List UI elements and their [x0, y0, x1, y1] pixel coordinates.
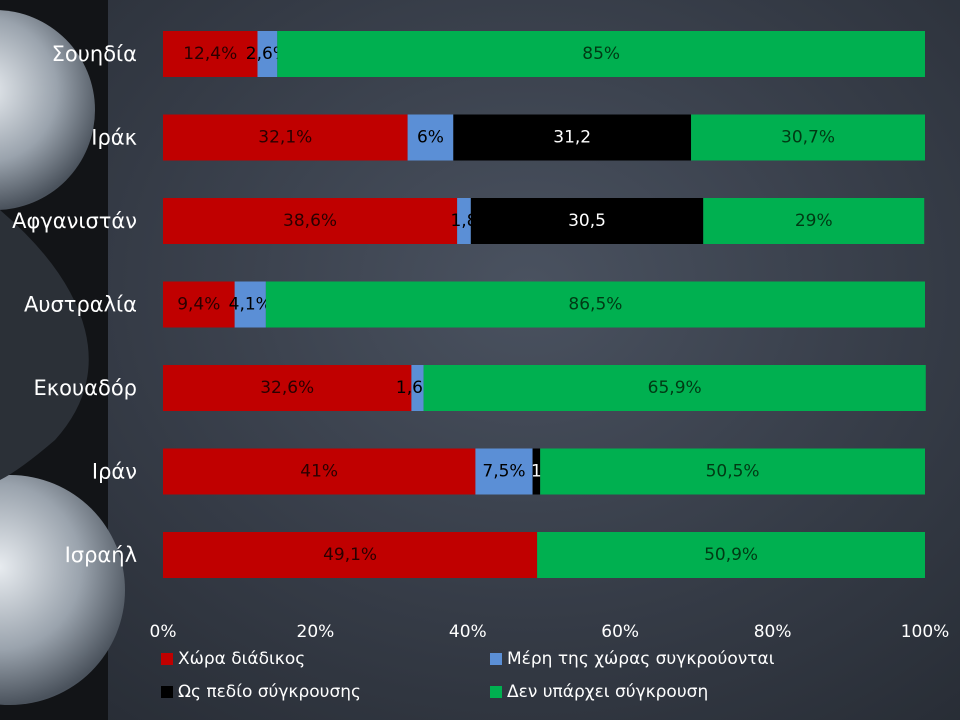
- bar-segment: [470, 198, 704, 244]
- bar-segment: [163, 114, 408, 161]
- bar-segment: [163, 365, 412, 411]
- legend-swatch: [161, 653, 173, 665]
- bar-segment: [163, 281, 235, 328]
- bars-layer: 12,4% 2,6% 85%32,1% 6% 31,2 30,7%38,6% 1,8 30,5…: [163, 31, 926, 578]
- data-label: 1: [531, 462, 542, 482]
- x-tick-label: 40%: [449, 622, 487, 642]
- bar-segment: [703, 198, 925, 244]
- data-label: 6%: [417, 128, 444, 148]
- category-label: Αφγανιστάν: [12, 209, 137, 233]
- legend-label: Δεν υπάρχει σύγκρουση: [507, 682, 708, 702]
- data-label: 30,5: [568, 211, 606, 231]
- bar-segment: [163, 532, 538, 578]
- bar-segment: [163, 198, 458, 244]
- data-label: 41%: [300, 462, 338, 482]
- data-label: 85%: [582, 44, 620, 64]
- bar-segment: [163, 448, 476, 495]
- bar-segment: [453, 114, 692, 161]
- bar-segment: [407, 114, 454, 161]
- category-label: Ιράν: [92, 460, 137, 484]
- bar-segment: [257, 31, 278, 77]
- x-axis-tick-labels: 0% 20% 40% 60% 80% 100%: [150, 622, 950, 642]
- bar-segment: [277, 31, 925, 77]
- x-tick-label: 0%: [150, 622, 177, 642]
- legend-swatch: [490, 686, 502, 698]
- data-label: 4,1%: [229, 295, 272, 315]
- data-label: 32,6%: [260, 378, 314, 398]
- bar-segment: [537, 532, 925, 578]
- category-label: Ισραήλ: [65, 543, 137, 567]
- data-label: 9,4%: [177, 295, 220, 315]
- bar-segment: [540, 448, 925, 495]
- data-label: 31,2: [553, 128, 591, 148]
- x-tick-label: 20%: [297, 622, 335, 642]
- data-label: 38,6%: [283, 211, 337, 231]
- category-labels: Σουηδία Ιράκ Αφγανιστάν Αυστραλία Εκουαδόρ Ιρ…: [12, 42, 137, 567]
- data-label: 49,1%: [323, 545, 377, 565]
- category-label: Εκουαδόρ: [33, 376, 137, 400]
- data-label: 1,8: [450, 211, 477, 231]
- category-label: Ιράκ: [91, 126, 137, 150]
- bar-segment: [163, 31, 258, 77]
- bar-segment: [423, 365, 926, 411]
- legend-swatch: [161, 686, 173, 698]
- legend-label: Χώρα διάδικος: [178, 649, 305, 669]
- data-label: 7,5%: [482, 462, 525, 482]
- bar-segment: [532, 448, 541, 495]
- legend-swatch: [490, 653, 502, 665]
- bar-segment: [691, 114, 925, 161]
- legend: Χώρα διάδικος Μέρη της χώρας συγκρούονται…: [161, 649, 775, 702]
- category-label: Αυστραλία: [24, 293, 137, 317]
- bar-segment: [475, 448, 533, 495]
- data-label: 32,1%: [258, 128, 312, 148]
- data-label: 30,7%: [781, 128, 835, 148]
- data-label: 12,4%: [183, 44, 237, 64]
- bar-segment: [265, 281, 925, 328]
- x-tick-label: 80%: [754, 622, 792, 642]
- data-label: 65,9%: [648, 378, 702, 398]
- globe-bottom-decoration: [0, 475, 125, 705]
- legend-label: Μέρη της χώρας συγκρούονται: [507, 649, 775, 669]
- data-label: 86,5%: [568, 295, 622, 315]
- category-label: Σουηδία: [52, 42, 137, 66]
- data-label: 29%: [795, 211, 833, 231]
- data-label: 50,9%: [704, 545, 758, 565]
- hourglass-neck-decoration: [0, 210, 89, 480]
- bar-segment: [411, 365, 424, 411]
- globe-top-decoration: [0, 10, 95, 210]
- bar-segment: [234, 281, 266, 328]
- data-label: 50,5%: [706, 462, 760, 482]
- legend-label: Ως πεδίο σύγκρουσης: [178, 682, 361, 702]
- x-tick-label: 100%: [901, 622, 950, 642]
- x-tick-label: 60%: [601, 622, 639, 642]
- bar-segment: [457, 198, 471, 244]
